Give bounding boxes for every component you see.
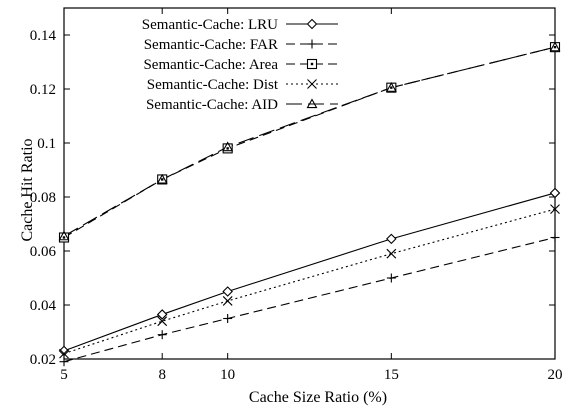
data-point-plus xyxy=(386,273,396,283)
x-tick-label: 5 xyxy=(60,367,68,383)
data-point-triangle xyxy=(156,173,168,184)
data-point-triangle xyxy=(549,41,561,52)
data-point-plus xyxy=(157,330,167,340)
data-point-diamond xyxy=(222,286,233,297)
legend-marker-square-dot xyxy=(306,58,318,70)
legend-label: Semantic-Cache: Dist xyxy=(147,77,279,93)
axes: 5 8 10 15 20 0.02 0.04 0.06 0.08 0.1 0.12 0.14 xyxy=(30,7,563,383)
x-tick-label: 8 xyxy=(158,367,166,383)
x-tick-label: 20 xyxy=(548,367,563,383)
data-point-square-dot xyxy=(58,232,70,243)
data-point-diamond xyxy=(549,187,561,199)
series-line-diamond xyxy=(63,192,556,352)
legend-marker-plus xyxy=(307,39,317,49)
data-point-triangle xyxy=(385,82,397,92)
data-point-square-dot xyxy=(222,143,233,154)
y-tick-label: 0.06 xyxy=(30,244,57,260)
legend-label: Semantic-Cache: FAR xyxy=(144,37,278,53)
y-tick-label: 0.04 xyxy=(30,298,57,314)
data-point-plus xyxy=(550,233,560,242)
data-point-triangle xyxy=(58,230,70,241)
data-point-diamond xyxy=(156,309,168,320)
data-point-plus xyxy=(59,357,69,367)
plot-frame xyxy=(63,7,556,360)
data-point-triangle xyxy=(222,141,234,152)
data-point-diamond xyxy=(386,233,397,245)
legend-label: Semantic-Cache: Area xyxy=(143,57,278,73)
series-line-triangle xyxy=(63,46,556,237)
data-point-cross xyxy=(550,204,560,215)
legend-marker-triangle xyxy=(306,98,318,109)
data-point-plus xyxy=(223,314,233,323)
series-line-square-dot xyxy=(63,46,556,238)
legend-marker-diamond xyxy=(306,18,318,30)
data-point-cross xyxy=(157,316,168,327)
y-tick-label: 0.02 xyxy=(30,352,56,368)
x-axis-title: Cache Size Ratio (%) xyxy=(249,389,387,406)
data-point-cross xyxy=(59,348,69,359)
y-axis-title: Cache Hit Ratio xyxy=(19,138,36,241)
y-tick-label: 0.1 xyxy=(37,136,56,152)
y-tick-label: 0.14 xyxy=(30,28,57,44)
legend-label: Semantic-Cache: LRU xyxy=(142,17,278,33)
legend-marker-cross xyxy=(307,79,317,89)
series-lines xyxy=(63,46,556,363)
legend: Semantic-Cache: LRU Semantic-Cache: FAR Se… xyxy=(142,17,338,113)
data-point-diamond xyxy=(58,345,70,357)
legend-label: Semantic-Cache: AID xyxy=(146,97,278,113)
data-point-cross xyxy=(222,296,233,306)
series-line-plus xyxy=(63,236,556,363)
series-markers xyxy=(58,41,561,367)
y-tick-label: 0.12 xyxy=(30,82,56,98)
x-tick-label: 10 xyxy=(220,367,235,383)
y-tick-label: 0.08 xyxy=(30,190,56,206)
series-line-cross xyxy=(63,208,556,355)
x-tick-label: 15 xyxy=(384,367,399,383)
data-point-cross xyxy=(386,248,397,259)
